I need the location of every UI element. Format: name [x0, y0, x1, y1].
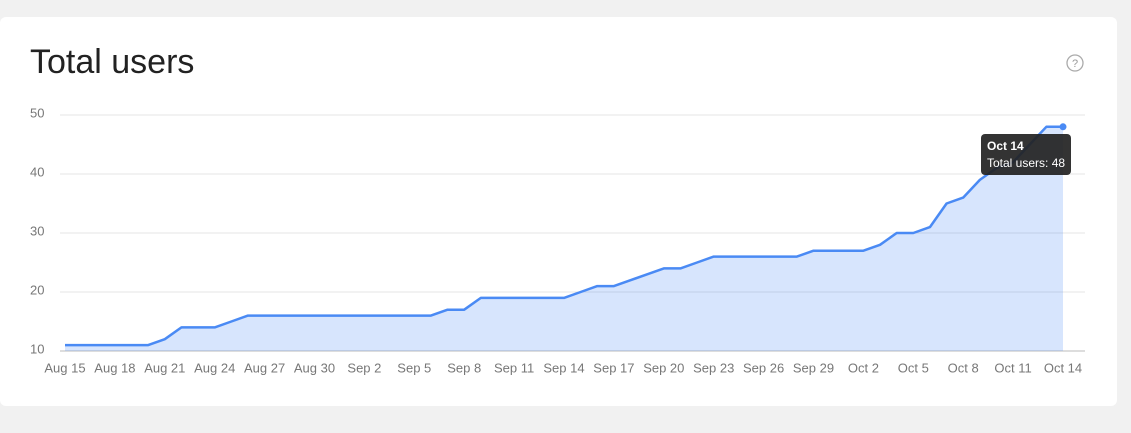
y-tick-label: 30 [30, 223, 44, 238]
tooltip-box [981, 134, 1071, 175]
y-tick-label: 50 [30, 105, 44, 120]
chart-title: Total users [30, 43, 194, 81]
x-tick-label: Oct 2 [848, 360, 879, 375]
point [1059, 123, 1067, 131]
y-tick-label: 20 [30, 282, 44, 297]
x-tick-label: Oct 11 [994, 360, 1031, 375]
x-tick-label: Sep 23 [693, 360, 734, 375]
x-tick-label: Sep 8 [447, 360, 481, 375]
tooltip-title: Oct 14 [987, 139, 1024, 153]
x-tick-label: Sep 20 [643, 360, 684, 375]
x-tick-label: Sep 29 [793, 360, 834, 375]
x-tick-label: Sep 11 [494, 360, 534, 375]
x-tick-label: Aug 18 [94, 360, 135, 375]
svg-text:?: ? [1072, 58, 1078, 70]
x-tick-label: Aug 30 [294, 360, 335, 375]
x-tick-label: Sep 14 [543, 360, 584, 375]
x-tick-label: Aug 24 [194, 360, 235, 375]
x-tick-label: Oct 8 [948, 360, 979, 375]
x-tick-label: Oct 5 [898, 360, 929, 375]
x-tick-label: Sep 26 [743, 360, 784, 375]
card [0, 17, 1117, 406]
y-tick-label: 40 [30, 164, 44, 179]
x-tick-label: Oct 14 [1044, 360, 1082, 375]
y-tick-label: 10 [30, 341, 44, 356]
area [65, 126, 1063, 351]
x-tick-label: Aug 27 [244, 360, 285, 375]
tooltip: Oct 14 Total users: 48 [981, 134, 1071, 175]
line [65, 125, 1063, 347]
x-tick-label: Sep 2 [347, 360, 381, 375]
x-tick-label: Sep 17 [593, 360, 634, 375]
x-tick-label: Sep 5 [397, 360, 431, 375]
tooltip-text: Total users: 48 [987, 156, 1065, 170]
x-tick-label: Aug 21 [144, 360, 185, 375]
help-icon[interactable]: ? [1066, 54, 1084, 72]
x-tick-label: Aug 15 [44, 360, 85, 375]
